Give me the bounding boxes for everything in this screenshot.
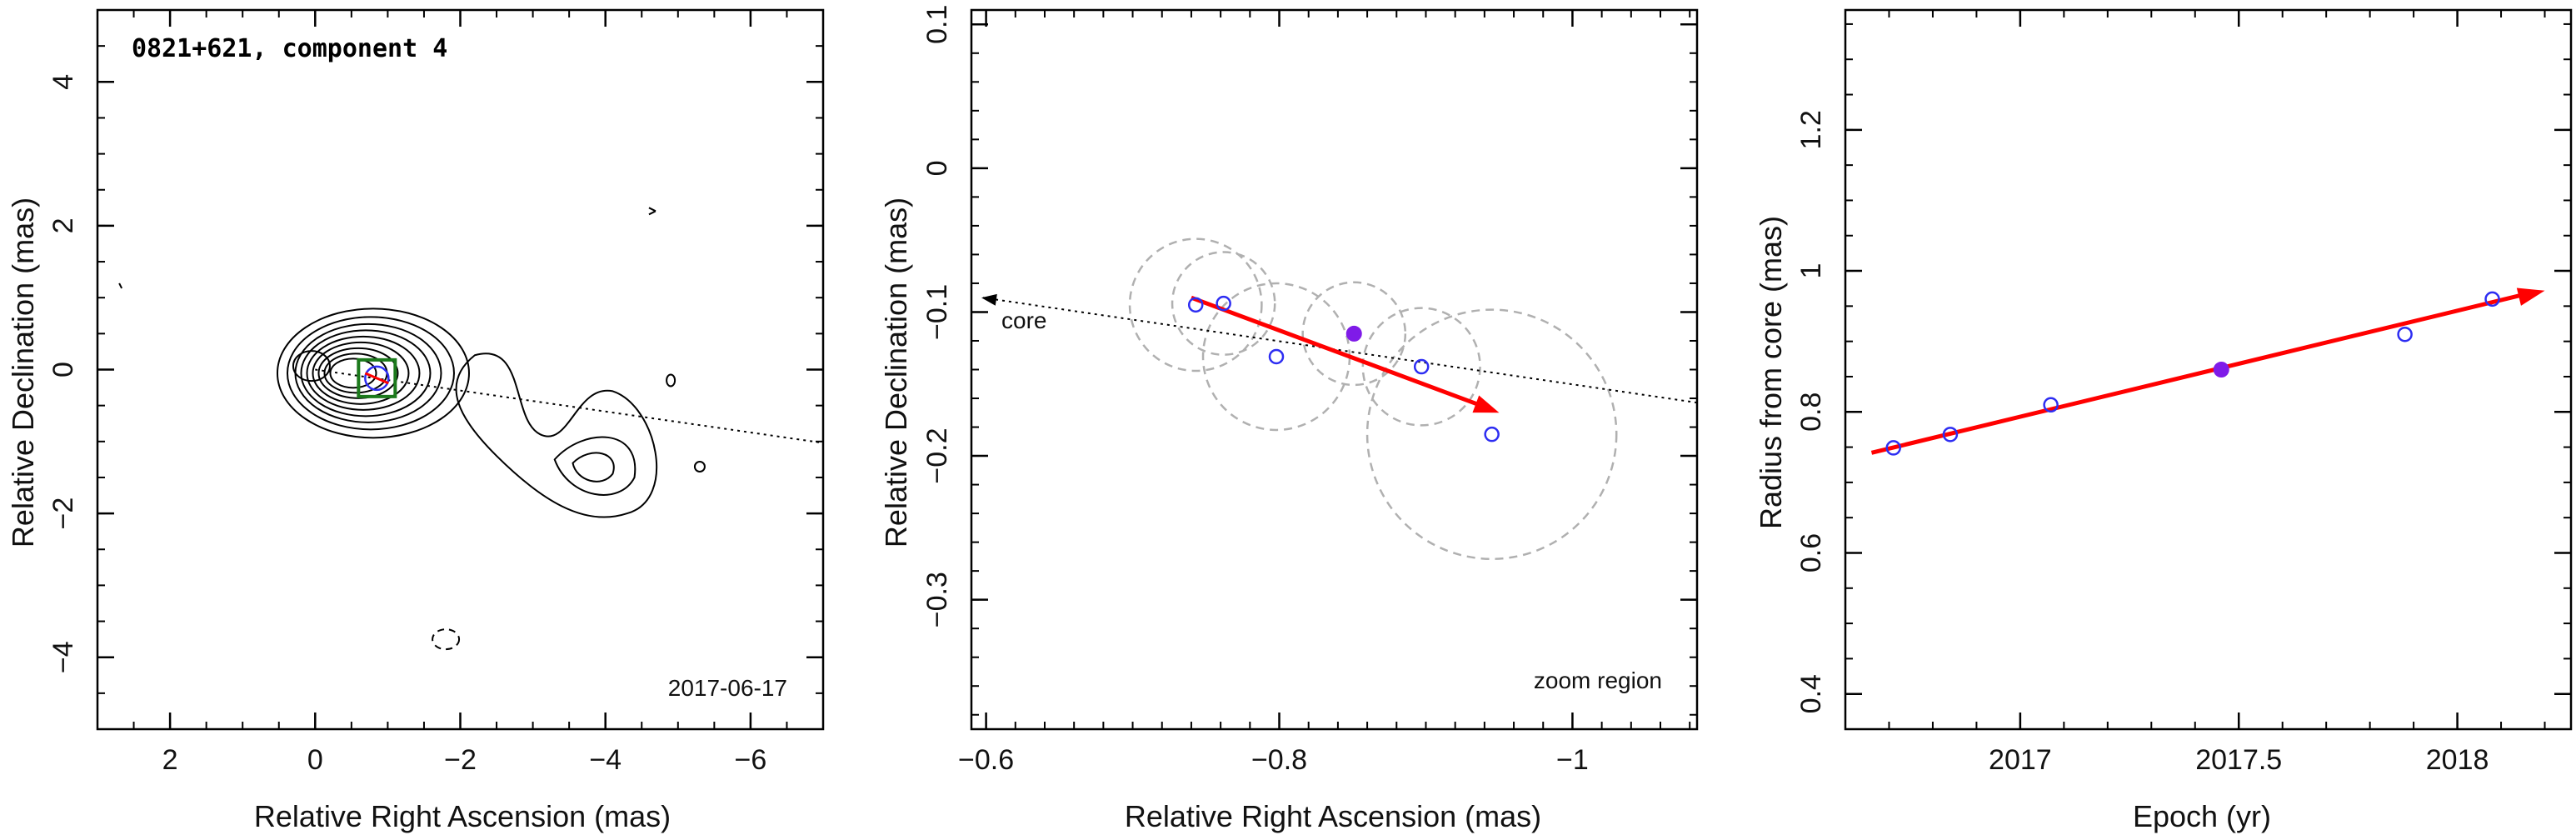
x-tick-label: 0	[307, 744, 323, 776]
data-point	[1484, 426, 1500, 442]
zoom-region-annotation: zoom region	[1534, 668, 1662, 693]
y-tick-label: 1.2	[1795, 110, 1827, 149]
zoom-marks	[981, 238, 1698, 560]
data-point	[2397, 326, 2413, 342]
panel-contour-map: 2 0 −2 −4 −6 −4 −2 0 2 4 0821+621, component 4 20…	[6, 8, 825, 833]
contour-line	[455, 352, 657, 518]
panel1-axes: 2 0 −2 −4 −6 −4 −2 0 2 4	[47, 8, 825, 776]
y-tick-label: −4	[47, 641, 79, 673]
contour-line	[292, 350, 331, 382]
contour-line	[300, 329, 432, 418]
fit-arrowhead	[2516, 288, 2545, 306]
y-tick-label: 0.1	[921, 5, 953, 44]
contour-line	[286, 316, 455, 431]
plot-frame	[96, 8, 825, 731]
data-point	[1216, 295, 1231, 312]
y-tick-label: 1	[1795, 263, 1827, 279]
y-tick-label: −2	[47, 498, 79, 530]
y-tick-label: 0	[921, 160, 953, 176]
x-tick-label: −6	[735, 744, 767, 776]
panel-zoom-region: −0.6 −0.8 −1 −0.3 −0.2 −0.1 0 0.1 core zoom reg…	[879, 5, 1699, 833]
fit-arrow-line	[1191, 295, 1484, 408]
contour-line	[276, 308, 470, 439]
core-direction-line	[982, 297, 1698, 404]
panel1-date-label: 2017-06-17	[668, 675, 787, 701]
y-tick-label: −0.1	[921, 284, 953, 340]
data-point	[1885, 440, 1901, 456]
fit-arrow-line	[1870, 292, 2528, 455]
zoom-region-box	[357, 358, 397, 398]
component-size-circle	[1301, 281, 1407, 387]
data-point	[1187, 297, 1204, 313]
plot-frame	[970, 8, 1699, 731]
contour-line	[693, 461, 706, 473]
x-tick-label: −2	[444, 744, 477, 776]
panel1-x-axis-label: Relative Right Ascension (mas)	[254, 799, 671, 833]
core-annotation: core	[1001, 308, 1046, 333]
panel2-x-axis-label: Relative Right Ascension (mas)	[1125, 799, 1541, 833]
panel2-axes: −0.6 −0.8 −1 −0.3 −0.2 −0.1 0 0.1	[921, 5, 1699, 776]
panel1-title: 0821+621, component 4	[132, 34, 447, 63]
y-tick-label: −0.2	[921, 428, 953, 483]
contour-line	[306, 335, 421, 411]
contour-line	[312, 341, 410, 405]
data-point	[1268, 348, 1285, 365]
velocity-arrow	[364, 372, 389, 385]
component-size-circle	[1201, 282, 1351, 432]
data-point-filled	[1345, 325, 1362, 342]
trajectory-line	[315, 368, 824, 444]
panel3-axes: 2017 2017.5 2018 0.4 0.6 0.8 1 1.2	[1795, 8, 2573, 776]
fit-arrowhead	[1472, 395, 1500, 413]
contour-line	[666, 373, 676, 388]
x-tick-label: 2017	[1989, 744, 2052, 776]
contour-lines	[118, 207, 706, 651]
data-point-filled	[2213, 362, 2229, 378]
y-tick-label: 4	[47, 74, 79, 90]
data-point	[1942, 427, 1959, 442]
contour-line	[553, 436, 637, 496]
y-tick-label: 0.4	[1795, 674, 1827, 713]
component-size-circle	[1365, 308, 1618, 560]
y-tick-label: −0.3	[921, 572, 953, 628]
plot-frame	[1844, 8, 2573, 731]
negative-contour	[432, 628, 461, 651]
contour-line	[572, 452, 615, 482]
component-size-circle	[1171, 251, 1276, 356]
y-tick-label: 2	[47, 218, 79, 233]
x-tick-label: −0.8	[1251, 744, 1307, 776]
contour-line	[648, 207, 656, 216]
core-arrowhead	[981, 293, 997, 306]
x-tick-label: −0.6	[958, 744, 1014, 776]
component-size-circle	[1361, 307, 1481, 427]
component-marks	[315, 358, 824, 444]
component-marker	[364, 365, 390, 392]
y-tick-label: 0	[47, 362, 79, 378]
radius-marks	[1870, 288, 2545, 456]
data-point	[2484, 291, 2500, 308]
panel1-y-axis-label: Relative Declination (mas)	[6, 198, 40, 548]
contour-line	[329, 358, 377, 389]
data-point	[2043, 397, 2059, 413]
x-tick-label: −1	[1556, 744, 1589, 776]
panel3-x-axis-label: Epoch (yr)	[2133, 799, 2271, 833]
component-size-circle	[1128, 238, 1263, 372]
contour-line	[118, 282, 123, 289]
data-point	[1413, 358, 1430, 375]
panel3-y-axis-label: Radius from core (mas)	[1754, 216, 1788, 529]
panel-radius-vs-epoch: 2017 2017.5 2018 0.4 0.6 0.8 1 1.2 Epoch (yr) R…	[1754, 8, 2573, 833]
x-tick-label: 2018	[2426, 744, 2489, 776]
panel2-y-axis-label: Relative Declination (mas)	[879, 198, 913, 548]
x-tick-label: 2	[162, 744, 178, 776]
x-tick-label: −4	[589, 744, 622, 776]
x-tick-label: 2017.5	[2195, 744, 2282, 776]
y-tick-label: 0.6	[1795, 533, 1827, 572]
y-tick-label: 0.8	[1795, 392, 1827, 432]
